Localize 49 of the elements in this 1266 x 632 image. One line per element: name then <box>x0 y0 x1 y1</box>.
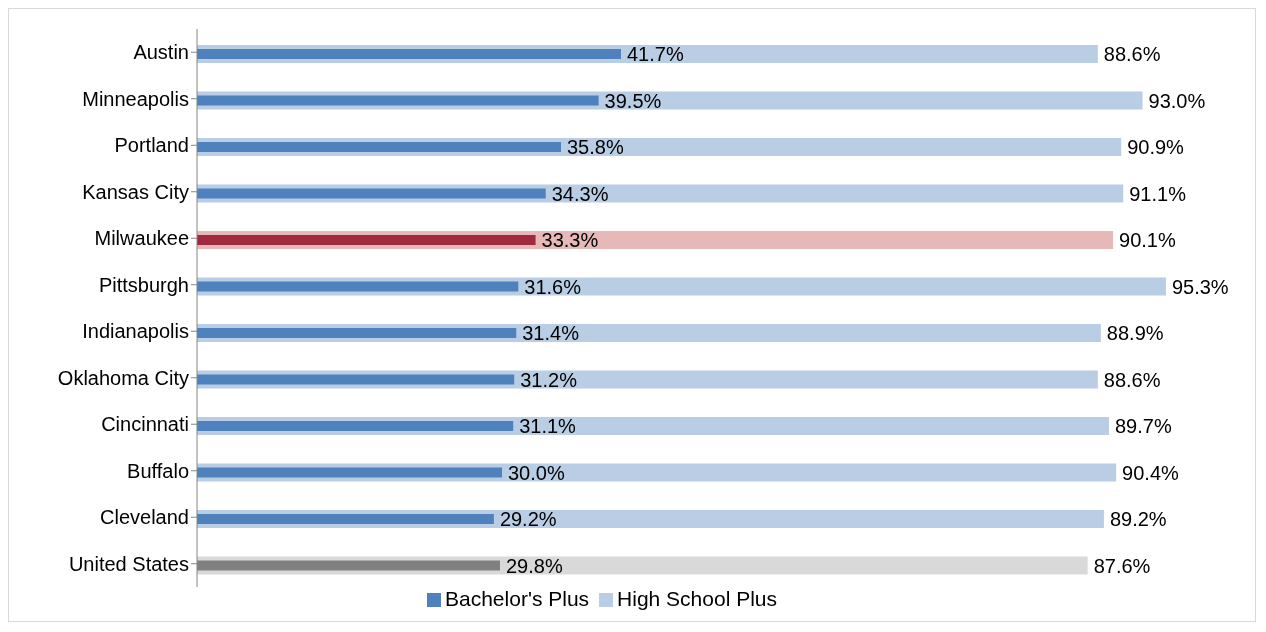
y-tick-label: Milwaukee <box>94 227 189 250</box>
data-label: 90.9% <box>1127 136 1185 159</box>
bar <box>197 49 621 59</box>
y-tick-label: Pittsburgh <box>98 273 189 296</box>
y-tick-label: Portland <box>114 134 189 157</box>
data-label: 31.6% <box>524 275 582 298</box>
data-label: 89.7% <box>1115 415 1172 438</box>
data-label: 39.5% <box>604 89 662 112</box>
data-label: 35.8% <box>566 136 624 159</box>
data-label: 30.0% <box>508 461 565 484</box>
y-tick-label: Minneapolis <box>82 87 189 110</box>
legend-label: Bachelor's Plus <box>445 587 590 610</box>
data-label: 90.1% <box>1119 229 1176 252</box>
y-tick-label: Buffalo <box>127 459 189 482</box>
bar <box>197 374 515 385</box>
data-label: 89.2% <box>1109 508 1167 531</box>
data-label: 31.1% <box>519 415 577 438</box>
y-tick-label: United States <box>68 552 189 575</box>
bar <box>197 95 599 106</box>
data-label: 88.6% <box>1103 368 1161 391</box>
data-label: 87.6% <box>1093 554 1151 577</box>
bar <box>197 281 519 292</box>
data-label: 88.6% <box>1103 43 1161 66</box>
y-tick-label: Cincinnati <box>101 413 189 436</box>
data-label: 29.8% <box>505 554 563 577</box>
y-tick-label: Kansas City <box>82 180 189 203</box>
y-tick-label: Cleveland <box>100 506 189 529</box>
data-label: 29.2% <box>499 508 557 531</box>
bar <box>197 421 514 431</box>
data-label: 34.3% <box>551 182 609 205</box>
y-tick-label: Austin <box>133 41 189 64</box>
data-label: 41.7% <box>626 43 684 66</box>
data-label: 33.3% <box>541 229 599 252</box>
data-label: 90.4% <box>1122 461 1180 484</box>
bar <box>197 328 517 338</box>
data-label: 95.3% <box>1171 275 1229 298</box>
y-tick-label: Oklahoma City <box>57 366 189 389</box>
data-label: 91.1% <box>1129 182 1187 205</box>
bar <box>197 142 561 152</box>
data-label: 31.2% <box>520 368 578 391</box>
bar <box>197 514 494 524</box>
legend-label: High School Plus <box>617 587 777 610</box>
bar <box>197 467 503 478</box>
data-label: 93.0% <box>1148 89 1206 112</box>
y-tick-label: Indianapolis <box>82 320 189 343</box>
data-label: 88.9% <box>1106 322 1164 345</box>
data-label: 31.4% <box>522 322 580 345</box>
bar <box>197 188 546 199</box>
bar <box>197 235 536 245</box>
